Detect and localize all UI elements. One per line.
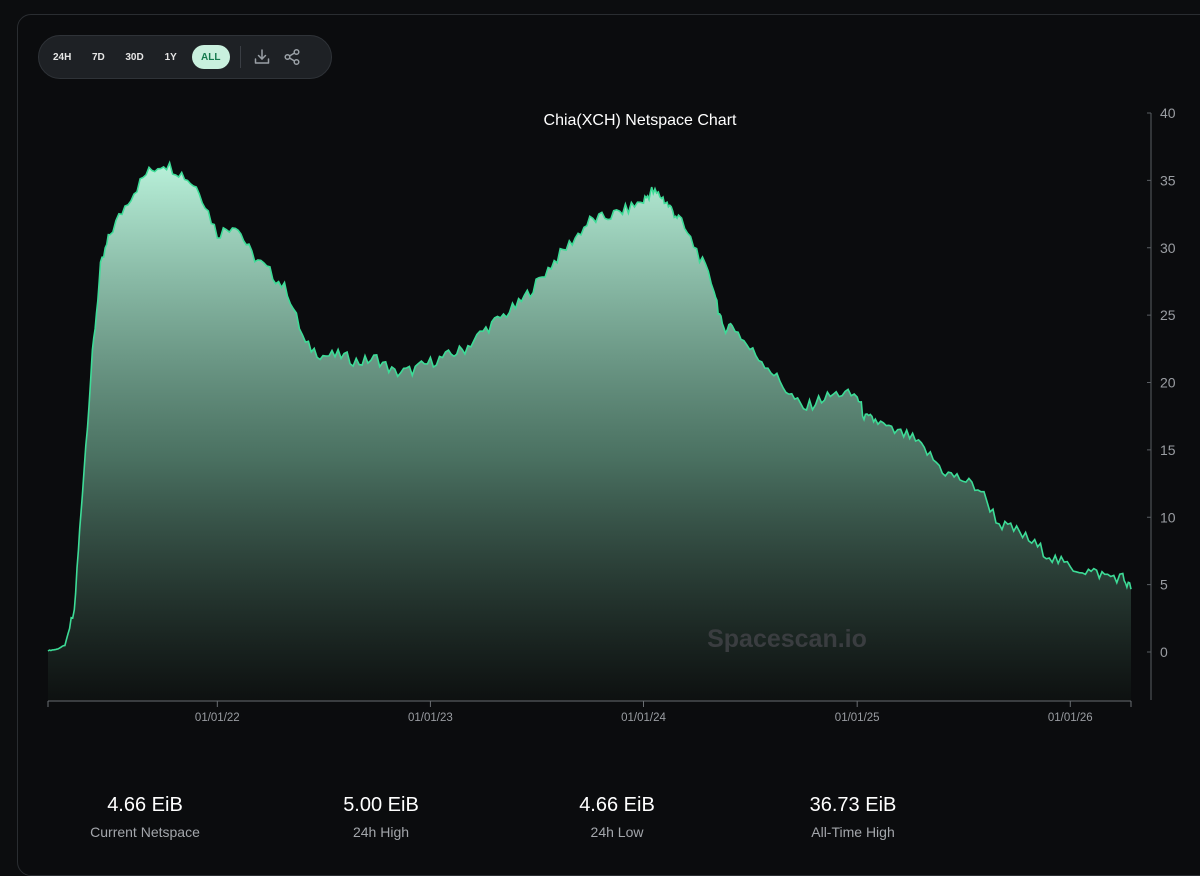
- stat-all-time-high: 36.73 EiB All-Time High: [753, 794, 953, 840]
- range-30d-button[interactable]: 30D: [125, 51, 144, 63]
- chart-toolbar: 24H 7D 30D 1Y ALL: [38, 35, 332, 79]
- stats-row: 4.66 EiB Current Netspace 5.00 EiB 24h H…: [0, 794, 1200, 852]
- stat-value: 36.73 EiB: [809, 794, 897, 816]
- y-tick-label: 10: [1160, 509, 1176, 525]
- range-7d-button[interactable]: 7D: [91, 51, 105, 63]
- stat-current-netspace: 4.66 EiB Current Netspace: [45, 794, 245, 840]
- stat-label: 24h Low: [590, 824, 644, 840]
- x-tick-label: 01/01/25: [835, 712, 880, 724]
- netspace-line[interactable]: [47, 160, 1132, 652]
- toolbar-divider: [239, 46, 241, 68]
- range-all-button[interactable]: ALL: [191, 45, 230, 69]
- share-icon[interactable]: [277, 42, 307, 72]
- stat-24h-high: 5.00 EiB 24h High: [281, 794, 481, 840]
- y-tick-label: 5: [1160, 577, 1168, 593]
- y-tick-label: 30: [1160, 240, 1176, 256]
- y-tick-label: 25: [1160, 307, 1176, 323]
- x-tick-label: 01/01/23: [408, 712, 453, 724]
- y-tick-label: 35: [1160, 172, 1176, 188]
- watermark: Spacescan.io: [707, 625, 867, 653]
- netspace-chart: 0 5 10 15 20 25 30 35 40 01/01/22 01/01/23 01/01/2…: [47, 105, 1176, 724]
- chart-title: Chia(XCH) Netspace Chart: [543, 112, 737, 129]
- stat-label: All-Time High: [811, 824, 895, 840]
- x-tick-label: 01/01/24: [621, 712, 666, 724]
- y-tick-label: 40: [1160, 105, 1176, 121]
- range-24h-button[interactable]: 24H: [53, 51, 72, 63]
- y-tick-label: 0: [1160, 644, 1168, 660]
- stat-value: 5.00 EiB: [343, 794, 419, 816]
- stat-24h-low: 4.66 EiB 24h Low: [517, 794, 717, 840]
- stat-label: 24h High: [352, 824, 410, 840]
- x-tick-label: 01/01/26: [1048, 712, 1093, 724]
- y-tick-label: 20: [1160, 375, 1176, 391]
- netspace-area: [48, 162, 1131, 700]
- stat-label: Current Netspace: [90, 824, 200, 840]
- range-1y-button[interactable]: 1Y: [164, 51, 177, 63]
- stat-value: 4.66 EiB: [107, 794, 183, 816]
- x-tick-label: 01/01/22: [195, 712, 240, 724]
- stat-value: 4.66 EiB: [579, 794, 655, 816]
- y-tick-label: 15: [1160, 442, 1176, 458]
- download-icon[interactable]: [247, 42, 277, 72]
